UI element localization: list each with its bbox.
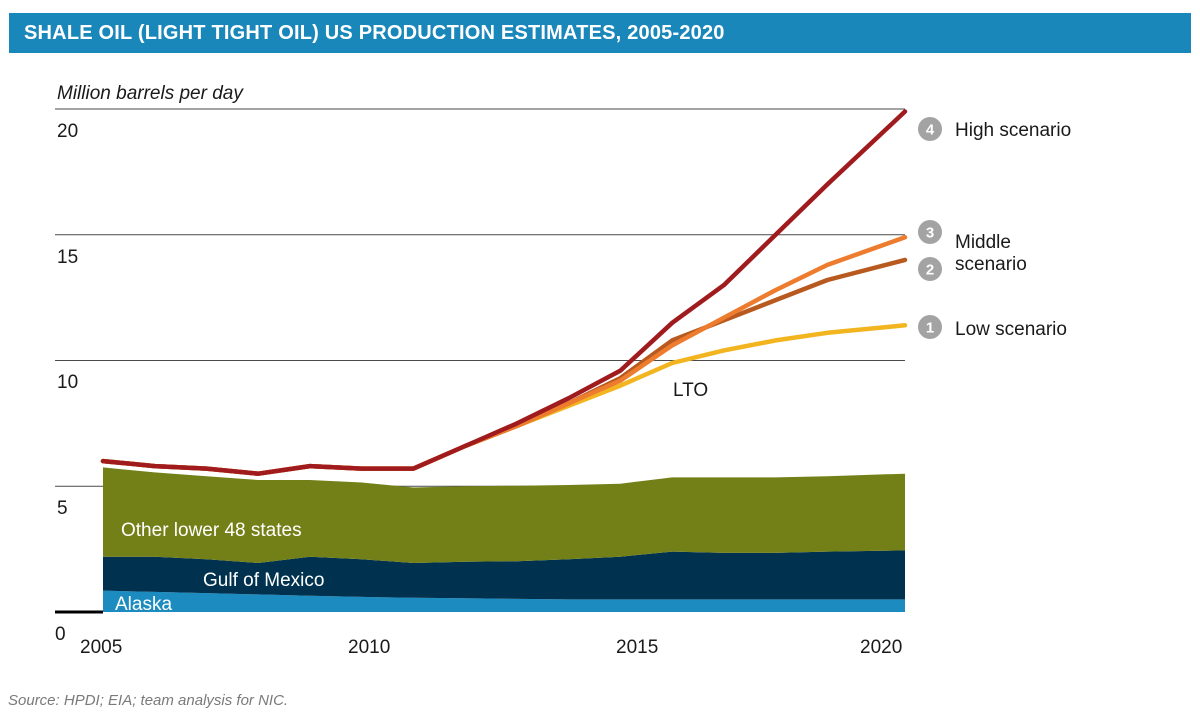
area-label-other-lower-48: Other lower 48 states [121,520,302,541]
badge-1-number: 1 [926,320,934,337]
area-alaska [103,590,905,612]
y-tick-label-15: 15 [57,247,78,268]
y-axis-label: Million barrels per day [57,83,244,104]
line-middle-scenario-2 [100,257,908,476]
area-other-lower-48 [103,467,905,563]
badge-2-number: 2 [926,262,934,279]
stacked-areas [103,467,905,612]
legend-middle-scenario-line1: Middle [955,232,1011,253]
lto-annotation: LTO [673,380,708,401]
area-gulf-of-mexico [103,550,905,600]
source-note: Source: HPDI; EIA; team analysis for NIC… [8,692,289,709]
x-tick-label-2020: 2020 [860,637,902,658]
x-tick-label-2010: 2010 [348,637,390,658]
badge-2-circle [918,257,942,281]
legend-high-scenario: High scenario [955,120,1071,141]
badge-1-circle [918,315,942,339]
chart-title-banner: SHALE OIL (LIGHT TIGHT OIL) US PRODUCTIO… [9,13,1191,53]
badge-4-number: 4 [926,122,935,139]
area-label-gulf-of-mexico: Gulf of Mexico [203,570,324,591]
scenario-lines [100,109,908,476]
line-middle-scenario-3 [100,235,908,476]
y-tick-label-5: 5 [57,498,68,519]
badge-3-number: 3 [926,225,934,242]
x-tick-label-2005: 2005 [80,637,122,658]
badge-4-circle [918,117,942,141]
y-tick-label-20: 20 [57,121,78,142]
y-tick-label-10: 10 [57,372,78,393]
y-tick-label-0: 0 [55,624,66,645]
legend-middle-scenario-line2: scenario [955,254,1027,275]
chart-title: SHALE OIL (LIGHT TIGHT OIL) US PRODUCTIO… [24,22,725,44]
x-tick-label-2015: 2015 [616,637,658,658]
line-high-scenario [100,109,908,476]
line-low-scenario [100,323,908,476]
legend-low-scenario: Low scenario [955,319,1067,340]
badge-3-circle [918,220,942,244]
area-label-alaska: Alaska [115,594,172,615]
